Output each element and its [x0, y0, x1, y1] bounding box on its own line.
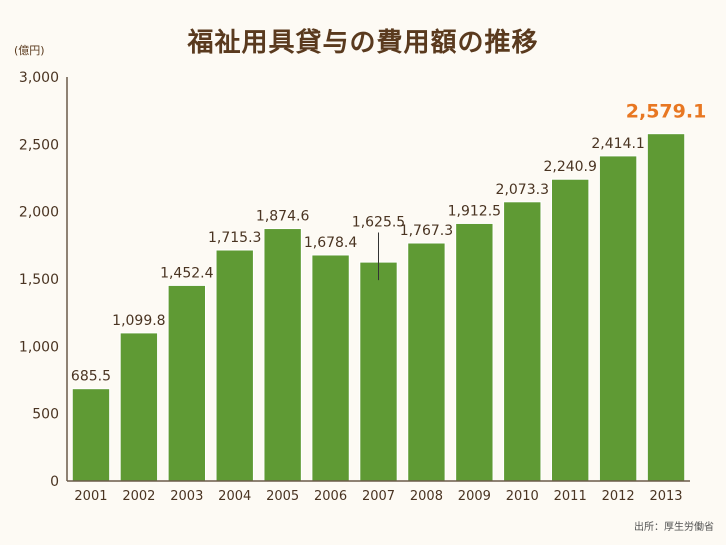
bar — [263, 228, 302, 482]
bar — [167, 284, 206, 482]
x-tick-label: 2010 — [506, 489, 539, 504]
y-tick-label: 3,000 — [19, 70, 59, 86]
y-tick-label: 500 — [32, 407, 59, 423]
bar — [455, 222, 494, 482]
y-axis-unit: (億円) — [14, 44, 45, 57]
x-tick-label: 2008 — [410, 489, 443, 504]
data-label: 2,579.1 — [626, 101, 707, 123]
bar — [646, 133, 686, 482]
bar — [407, 242, 446, 482]
x-tick-label: 2001 — [74, 489, 107, 504]
x-tick-label: 2012 — [602, 489, 635, 504]
y-tick-label: 1,500 — [19, 272, 59, 288]
x-tick-label: 2007 — [362, 489, 395, 504]
x-tick-label: 2003 — [170, 489, 203, 504]
x-tick-label: 2005 — [266, 489, 299, 504]
x-tick-label: 2004 — [218, 489, 251, 504]
y-tick-label: 0 — [50, 474, 59, 490]
y-axis: 0 500 1,000 1,500 2,000 2,500 3,000 — [19, 70, 68, 490]
bar — [71, 388, 111, 482]
data-label: 1,099.8 — [112, 313, 165, 329]
x-tick-label: 2002 — [122, 489, 155, 504]
data-label: 1,767.3 — [400, 223, 453, 239]
data-label: 2,073.3 — [496, 182, 549, 198]
x-axis: 2001 2002 2003 2004 2005 2006 2007 2008 2009 2010… — [67, 480, 690, 504]
bars — [71, 133, 686, 482]
data-label: 1,715.3 — [208, 230, 261, 246]
source-note: 出所：厚生労働省 — [634, 522, 714, 533]
data-label: 1,912.5 — [448, 203, 501, 219]
bar — [119, 332, 159, 482]
y-tick-label: 2,500 — [19, 137, 59, 153]
x-tick-label: 2011 — [554, 489, 587, 504]
chart-title: 福祉用具貸与の費用額の推移 — [187, 28, 539, 58]
data-label: 685.5 — [71, 369, 111, 385]
y-tick-label: 1,000 — [19, 339, 59, 355]
data-label: 2,414.1 — [591, 136, 644, 152]
x-tick-label: 2006 — [314, 489, 347, 504]
bar — [359, 261, 398, 482]
x-tick-label: 2009 — [458, 489, 491, 504]
data-label: 1,452.4 — [160, 265, 214, 281]
x-tick-label: 2013 — [649, 489, 682, 504]
data-label: 1,625.5 — [352, 215, 405, 231]
data-labels: 685.5 1,099.8 1,452.4 1,715.3 1,874.6 1,678.4… — [71, 101, 706, 385]
bar — [311, 254, 350, 482]
y-tick-label: 2,000 — [19, 205, 59, 221]
bar — [598, 155, 638, 482]
data-label: 2,240.9 — [543, 159, 596, 175]
bar — [215, 249, 254, 482]
bar — [503, 201, 542, 482]
data-label: 1,874.6 — [256, 209, 310, 225]
bar — [551, 178, 590, 482]
data-label: 1,678.4 — [304, 235, 358, 251]
